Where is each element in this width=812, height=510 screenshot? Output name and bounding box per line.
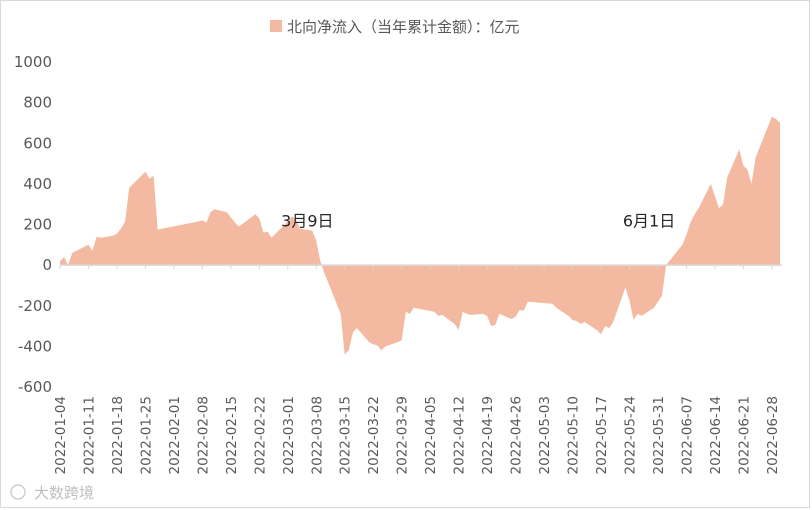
x-axis: 2022-01-04 2022-01-11 2022-01-18 2022-01-25… — [53, 265, 781, 474]
watermark: 大数跨境 — [10, 484, 94, 502]
x-tick-label: 2022-03-08 — [309, 396, 325, 474]
x-tick-label: 2022-04-26 — [509, 396, 525, 474]
x-tick-label: 2022-05-10 — [566, 396, 582, 474]
x-tick-label: 2022-05-31 — [651, 396, 667, 474]
x-tick-label: 2022-04-19 — [480, 396, 496, 474]
x-tick-label: 2022-03-01 — [281, 396, 297, 474]
y-tick-label: 0 — [42, 256, 52, 274]
y-tick-label: -600 — [18, 378, 52, 396]
x-tick-label: 2022-01-25 — [138, 396, 154, 474]
y-axis: 1000 800 600 400 200 0 -200 -400 -600 — [14, 53, 52, 396]
annotations: 3月9日 6月1日 — [281, 212, 675, 231]
area-series — [60, 116, 780, 355]
y-tick-label: -400 — [18, 337, 52, 355]
x-tick-label: 2022-05-24 — [623, 396, 639, 474]
x-tick-label: 2022-02-08 — [195, 396, 211, 474]
legend-label: 北向净流入（当年累计金额）：亿元 — [287, 18, 520, 36]
legend-swatch — [270, 20, 282, 32]
y-tick-label: 600 — [23, 134, 52, 152]
annotation-label: 3月9日 — [281, 212, 333, 231]
x-tick-label: 2022-06-21 — [736, 396, 752, 474]
x-tick-label: 2022-05-17 — [594, 396, 610, 474]
y-tick-label: 400 — [23, 175, 52, 193]
legend: 北向净流入（当年累计金额）：亿元 — [270, 18, 520, 36]
x-tick-label: 2022-02-01 — [167, 396, 183, 474]
x-tick-label: 2022-01-18 — [110, 396, 126, 474]
watermark-text: 大数跨境 — [34, 484, 94, 502]
x-tick-label: 2022-06-07 — [679, 396, 695, 474]
x-tick-label: 2022-01-11 — [82, 396, 98, 474]
y-tick-label: 200 — [23, 216, 52, 234]
x-tick-label: 2022-06-28 — [765, 396, 781, 474]
x-tick-label: 2022-04-05 — [423, 396, 439, 474]
x-tick-label: 2022-05-03 — [537, 396, 553, 474]
x-tick-label: 2022-02-22 — [252, 396, 268, 474]
x-tick-label: 2022-03-15 — [338, 396, 354, 474]
x-tick-label: 2022-04-12 — [452, 396, 468, 474]
x-tick-label: 2022-06-14 — [708, 396, 724, 474]
annotation-label: 6月1日 — [623, 212, 675, 231]
x-tick-label: 2022-03-22 — [366, 396, 382, 474]
x-tick-label: 2022-01-04 — [53, 396, 69, 474]
y-tick-label: -200 — [18, 297, 52, 315]
watermark-logo — [10, 484, 26, 500]
y-tick-label: 800 — [23, 94, 52, 112]
y-tick-label: 1000 — [14, 53, 52, 71]
x-tick-label: 2022-02-15 — [224, 396, 240, 474]
x-tick-label: 2022-03-29 — [395, 396, 411, 474]
